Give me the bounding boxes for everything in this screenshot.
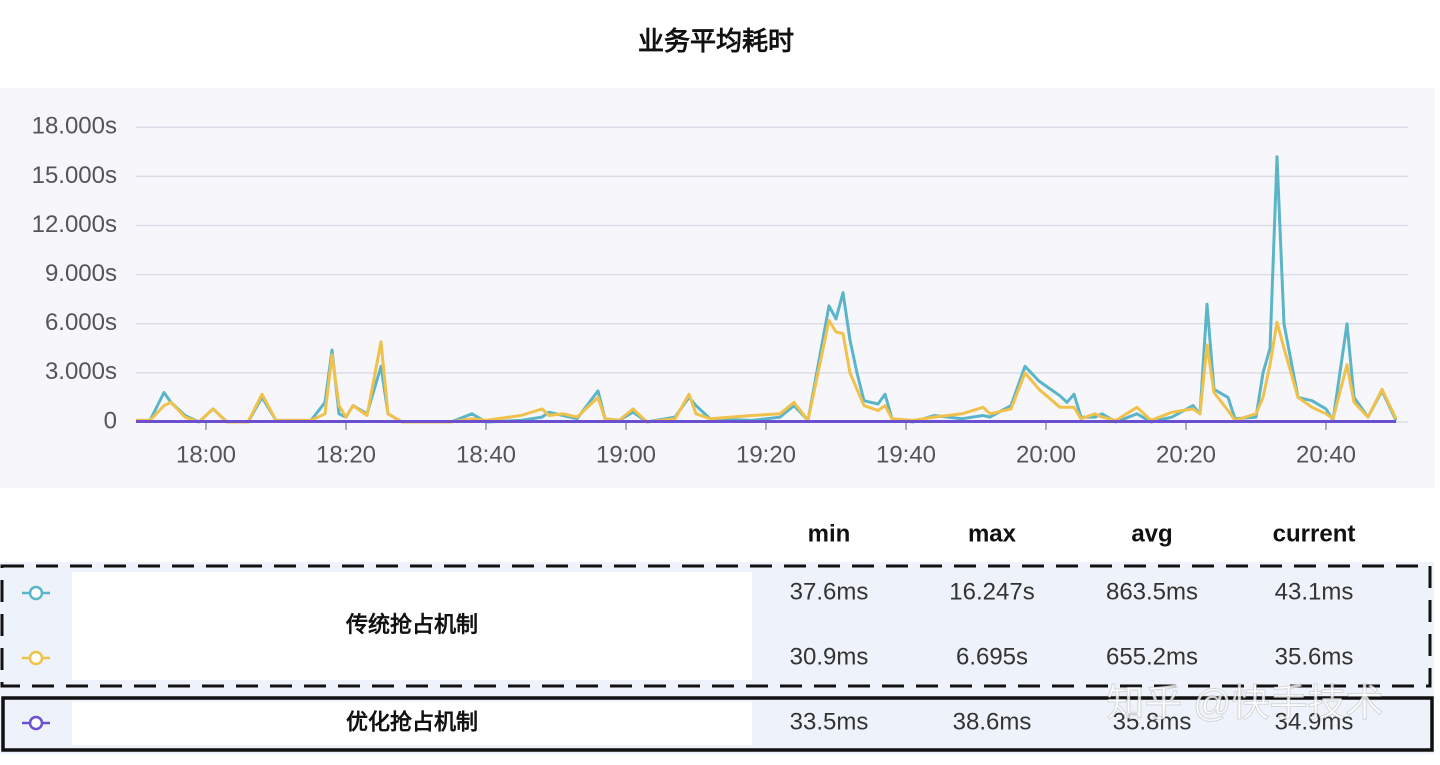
legend-stat: 33.5ms xyxy=(790,708,869,735)
group-border-dashed xyxy=(0,564,1432,688)
legend-stat: 35.8ms xyxy=(1113,708,1192,735)
chart-title: 业务平均耗时 xyxy=(638,26,794,56)
x-tick-label: 20:20 xyxy=(1156,441,1216,468)
legend-icon xyxy=(28,715,44,731)
legend-column-header: min xyxy=(808,520,851,547)
legend-label-box xyxy=(72,702,752,745)
legend-stat: 655.2ms xyxy=(1106,643,1198,670)
legend-stat: 6.695s xyxy=(956,643,1028,670)
legend-stat: 863.5ms xyxy=(1106,578,1198,605)
legend-icon xyxy=(28,585,44,601)
series-line xyxy=(136,319,1398,424)
legend-stat: 16.247s xyxy=(949,578,1034,605)
legend-label-box xyxy=(72,572,752,680)
x-tick-label: 19:20 xyxy=(736,441,796,468)
legend-group-name: 优化抢占机制 xyxy=(346,709,478,734)
legend-column-header: avg xyxy=(1131,520,1172,547)
legend-column-header: current xyxy=(1273,520,1356,547)
group-border-solid xyxy=(1,696,1434,752)
legend-icon xyxy=(28,650,44,666)
x-tick-label: 18:00 xyxy=(176,441,236,468)
x-tick-label: 20:40 xyxy=(1296,441,1356,468)
y-tick-label: 0 xyxy=(104,407,117,434)
watermark: 知乎 @快手技术 xyxy=(1106,683,1383,725)
plot-background xyxy=(0,88,1435,488)
legend-stat: 35.6ms xyxy=(1275,643,1354,670)
y-tick-label: 12.000s xyxy=(32,211,117,238)
legend-stat: 38.6ms xyxy=(953,708,1032,735)
x-tick-label: 18:40 xyxy=(456,441,516,468)
legend-stat: 43.1ms xyxy=(1275,578,1354,605)
legend-stat: 30.9ms xyxy=(790,643,869,670)
legend-stat: 34.9ms xyxy=(1275,708,1354,735)
y-tick-label: 6.000s xyxy=(45,309,117,336)
y-tick-label: 15.000s xyxy=(32,162,117,189)
legend-group-name: 传统抢占机制 xyxy=(345,612,478,637)
y-tick-label: 18.000s xyxy=(32,113,117,140)
x-tick-label: 19:00 xyxy=(596,441,656,468)
x-tick-label: 20:00 xyxy=(1016,441,1076,468)
y-tick-label: 9.000s xyxy=(45,260,117,287)
y-tick-label: 3.000s xyxy=(45,358,117,385)
legend-column-header: max xyxy=(968,520,1017,547)
legend-stat: 37.6ms xyxy=(790,578,869,605)
x-tick-label: 19:40 xyxy=(876,441,936,468)
x-tick-label: 18:20 xyxy=(316,441,376,468)
